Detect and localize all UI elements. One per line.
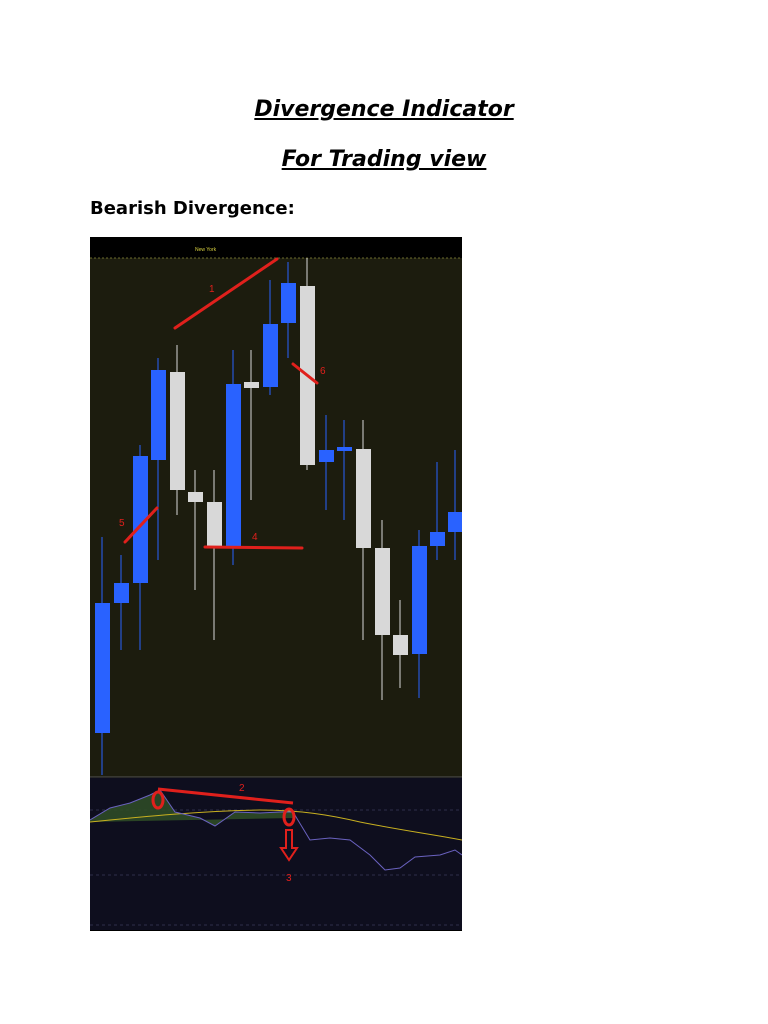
annotation: 1 xyxy=(209,284,215,295)
subtitle: For Trading view xyxy=(281,147,487,172)
annotation: 4 xyxy=(252,532,258,543)
annotation: 3 xyxy=(286,873,292,884)
annotation: 2 xyxy=(239,783,245,794)
annotation: 6 xyxy=(320,366,326,377)
session-label: New York xyxy=(195,247,217,253)
chart-screenshot: New York xyxy=(90,237,462,931)
title: Divergence Indicator xyxy=(254,97,514,122)
section-heading: Bearish Divergence: xyxy=(90,198,295,219)
annotation: 5 xyxy=(119,518,125,529)
candles: 1 5 4 6 2 3 xyxy=(90,257,462,930)
